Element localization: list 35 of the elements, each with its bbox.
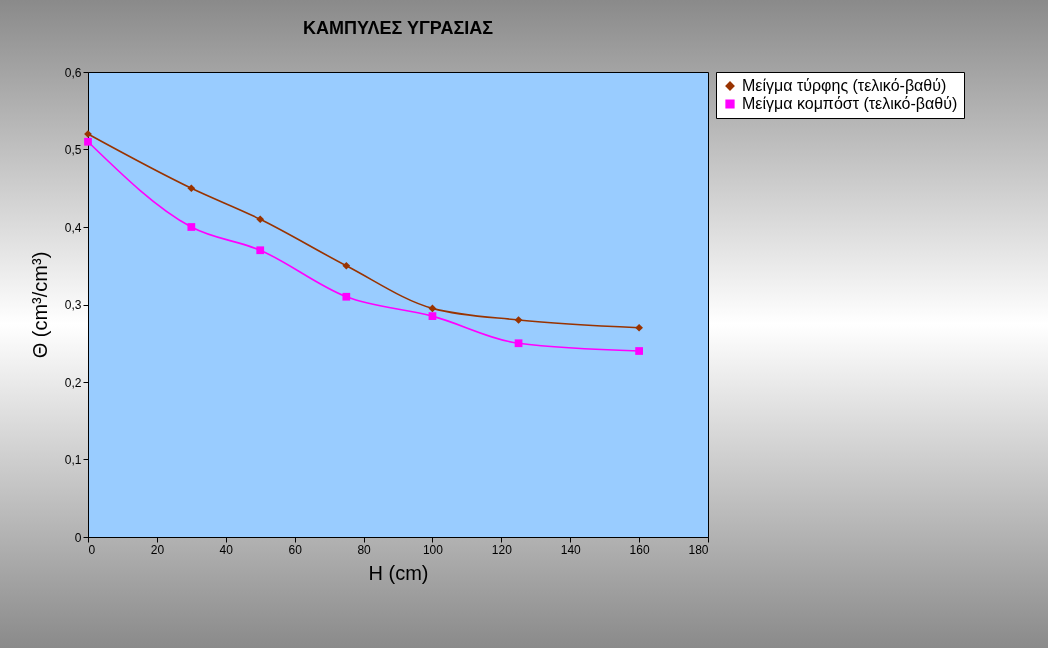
y-tick-label: 0,4	[64, 220, 82, 235]
x-tick-label: 140	[560, 542, 582, 557]
y-tick-label: 0,2	[64, 375, 82, 390]
point	[514, 339, 523, 348]
point	[635, 323, 643, 332]
y-tick-label: 0,6	[64, 65, 82, 80]
point	[514, 316, 523, 324]
y-tick-label: 0	[74, 530, 82, 545]
point	[84, 137, 92, 146]
x-tick-label: 20	[150, 542, 165, 557]
y-axis-title: Θ (cm³/cm³)	[28, 251, 51, 359]
legend-label: Μείγμα τύρφης (τελικό-βαθύ)	[742, 77, 947, 94]
x-tick-label: 60	[288, 542, 303, 557]
point	[256, 246, 265, 255]
legend-label: Μείγμα κομπόστ (τελικό-βαθύ)	[742, 95, 958, 112]
x-axis-title: H (cm)	[368, 561, 429, 584]
x-tick-label: 160	[629, 542, 650, 557]
y-tick-label: 0,5	[64, 143, 82, 157]
y-tick-label: 0,3	[64, 298, 82, 312]
point	[187, 184, 196, 193]
point	[635, 347, 643, 355]
point	[428, 312, 437, 320]
point	[428, 304, 437, 313]
chart-title: ΚΑΜΠΥΛΕΣ ΥΓΡΑΣΙΑΣ	[303, 18, 494, 38]
x-tick-label: 80	[357, 542, 372, 557]
x-tick-label: 100	[422, 542, 444, 557]
x-tick-label: 120	[491, 542, 513, 557]
x-tick-label: 180	[688, 542, 709, 557]
y-tick-label: 0,1	[64, 453, 82, 467]
point	[342, 261, 351, 270]
point	[342, 292, 351, 301]
x-tick-label: 40	[219, 542, 234, 557]
point	[256, 215, 265, 224]
x-tick-label: 0	[88, 542, 96, 557]
point	[187, 223, 196, 231]
